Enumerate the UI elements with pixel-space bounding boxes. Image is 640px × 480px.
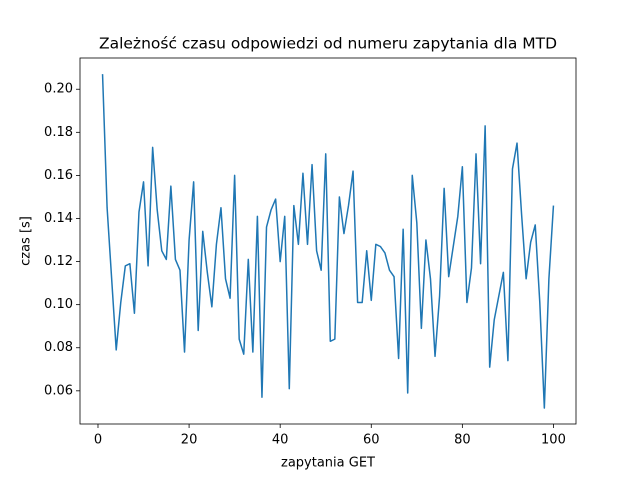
chart-title: Zależność czasu odpowiedzi od numeru zap… [99,35,557,53]
plot-frame [79,57,577,425]
y-tick-label: 0.06 [44,383,73,398]
y-tick-label: 0.08 [44,340,73,355]
x-tick-label: 20 [181,433,198,448]
x-tick-label: 60 [363,433,380,448]
x-tick-label: 80 [454,433,471,448]
y-axis-label: czas [s] [19,216,34,266]
y-tick-label: 0.18 [44,125,73,140]
x-tick-label: 40 [272,433,289,448]
y-tick-label: 0.10 [44,297,73,312]
y-tick-label: 0.20 [44,82,73,97]
data-line [101,74,555,409]
y-tick-label: 0.16 [44,168,73,183]
x-tick-label: 100 [541,433,566,448]
y-tick-label: 0.12 [44,254,73,269]
x-tick-label: 0 [94,433,102,448]
x-axis-label: zapytania GET [281,456,375,471]
y-tick-label: 0.14 [44,211,73,226]
